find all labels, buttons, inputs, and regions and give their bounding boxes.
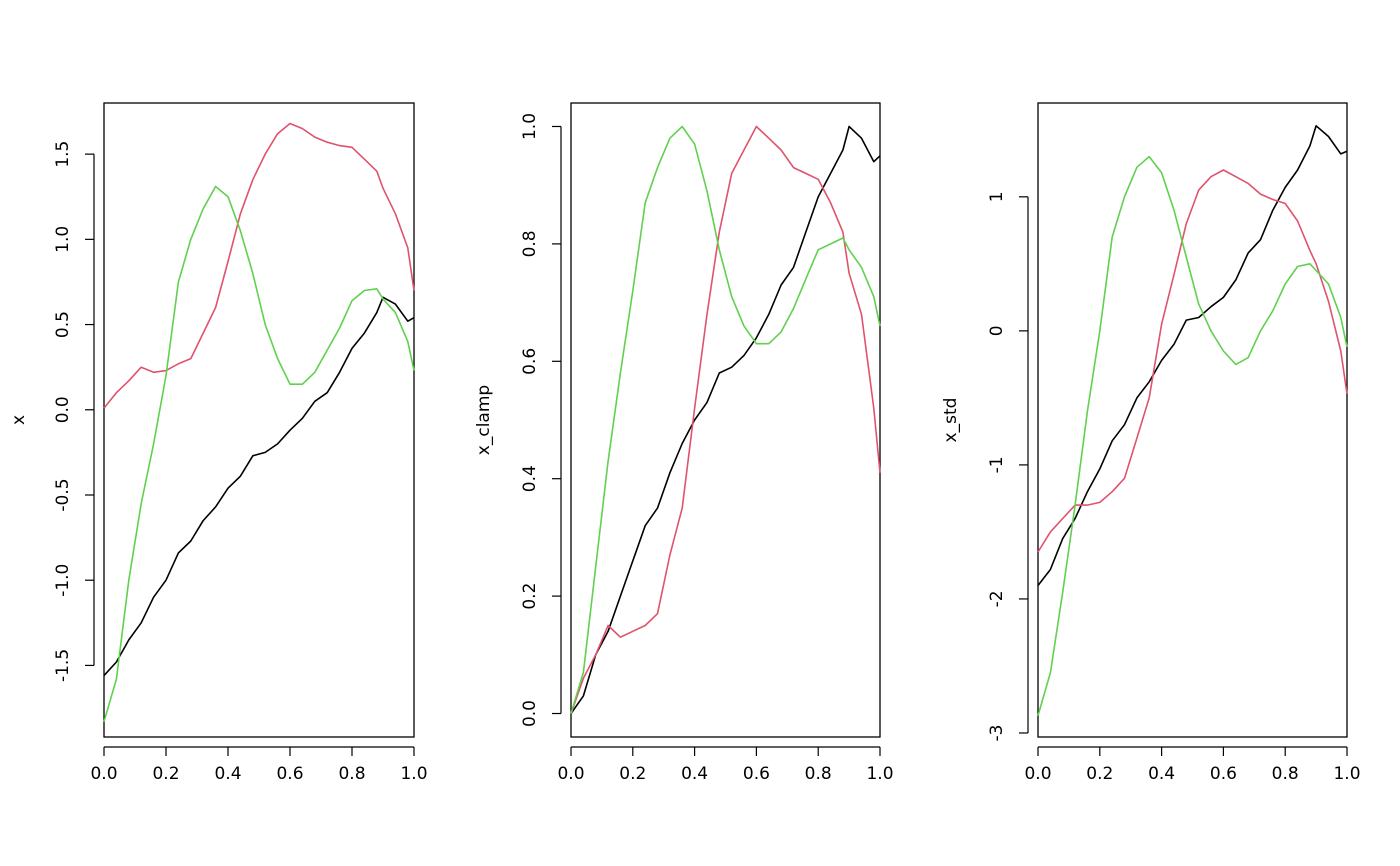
x-tick-label: 0.2 (152, 764, 179, 784)
y-tick-label: -2 (987, 590, 1007, 607)
y-tick-label: 0.4 (520, 465, 540, 492)
y-tick-label: 0.5 (53, 311, 73, 338)
y-axis-title: x_clamp (474, 385, 494, 455)
y-tick-label: 0.0 (520, 700, 540, 727)
y-tick-label: 1.0 (53, 226, 73, 253)
plot-frame (1037, 102, 1348, 738)
y-tick-label: -3 (987, 725, 1007, 742)
y-tick-label: -1.0 (53, 564, 73, 597)
plot-frame (570, 102, 881, 738)
x-tick-label: 0.8 (805, 764, 832, 784)
y-tick-label: -0.5 (53, 478, 73, 511)
y-tick-label: -1 (987, 456, 1007, 473)
series-2-line (103, 122, 415, 409)
panel-2: 0.0 0.2 0.4 0.6 0.8 1.0 0.0 0.2 0.4 0.6 0.8 1.0 x_cl… (474, 102, 894, 784)
y-tick-label: 1 (987, 191, 1007, 202)
series-1-line (103, 296, 415, 677)
x-tick-label: 0.6 (743, 764, 770, 784)
x-tick-label: 0.6 (1210, 764, 1237, 784)
x-tick-label: 0.6 (276, 764, 303, 784)
x-tick-label: 0.4 (1148, 764, 1175, 784)
y-tick-label: 1.5 (53, 141, 73, 168)
y-tick-label: 0.2 (520, 583, 540, 610)
panel-3: 0.0 0.2 0.4 0.6 0.8 1.0 -3 -2 -1 0 1 x_std (941, 102, 1361, 784)
y-tick-label: -1.5 (53, 649, 73, 682)
series-3-line (103, 185, 415, 722)
series-2-line (570, 125, 881, 714)
x-tick-label: 1.0 (1333, 764, 1360, 784)
y-tick-label: 0.0 (53, 396, 73, 423)
x-tick-label: 0.8 (338, 764, 365, 784)
y-tick-label: 0.6 (520, 348, 540, 375)
x-tick-label: 0.0 (557, 764, 584, 784)
series-3-line (1037, 155, 1348, 716)
panel-1: 0.0 0.2 0.4 0.6 0.8 1.0 -1.5 -1.0 -0.5 0.0 0.5 1.0 1… (9, 102, 428, 784)
x-tick-label: 1.0 (400, 764, 427, 784)
y-tick-label: 0.8 (520, 230, 540, 257)
y-tick-label: 1.0 (520, 113, 540, 140)
y-axis-title: x_std (941, 398, 961, 443)
x-tick-label: 0.4 (214, 764, 241, 784)
series-2-line (1037, 169, 1348, 553)
x-tick-label: 0.0 (90, 764, 117, 784)
series-1-line (570, 125, 881, 714)
x-tick-label: 0.8 (1272, 764, 1299, 784)
x-tick-label: 0.0 (1024, 764, 1051, 784)
series-3-line (570, 125, 881, 714)
plot-frame (103, 102, 415, 738)
y-axis-title: x (9, 415, 29, 425)
y-tick-label: 0 (987, 325, 1007, 336)
x-tick-label: 1.0 (866, 764, 893, 784)
series-1-line (1037, 125, 1348, 586)
x-tick-label: 0.2 (1086, 764, 1113, 784)
x-tick-label: 0.2 (619, 764, 646, 784)
x-tick-label: 0.4 (681, 764, 708, 784)
